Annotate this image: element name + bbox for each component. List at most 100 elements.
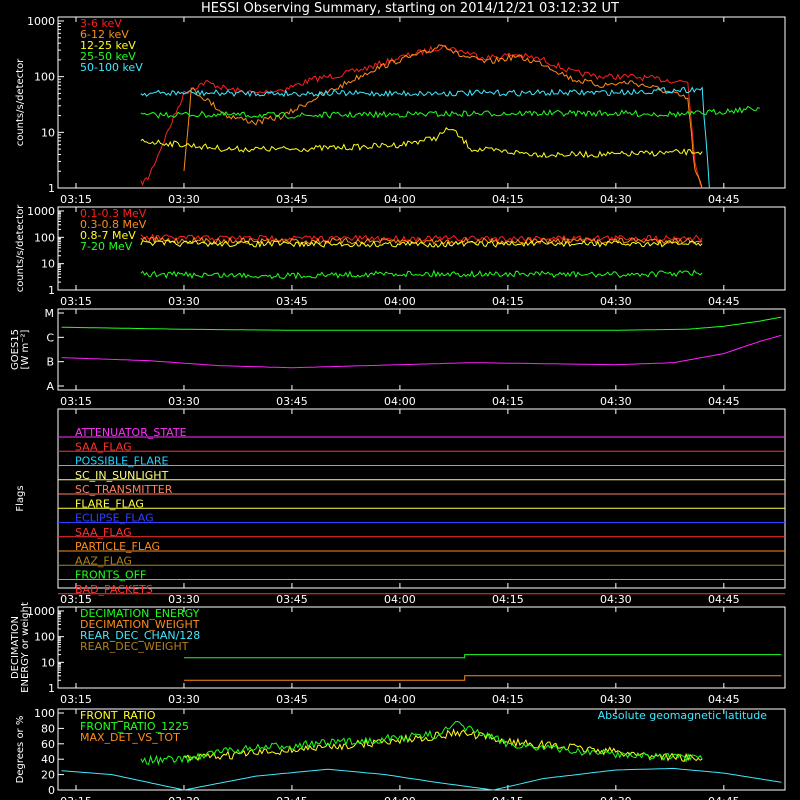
x-tick-label: 04:15 — [492, 193, 524, 206]
series-line-highenergy-2 — [140, 239, 703, 248]
series-line-lowenergy-0 — [140, 44, 703, 189]
flag-label: SAA_FLAG — [75, 440, 132, 453]
panel-goes: 03:15 03:30 03:45 04:00 04:15 04:30 04:45 GOES1… — [10, 307, 786, 408]
x-tick-label: 03:30 — [168, 395, 200, 408]
flag-label: SAA_FLAG — [75, 526, 132, 539]
x-tick-label: 04:00 — [384, 295, 416, 308]
x-tick-label: 03:15 — [60, 593, 92, 606]
legend-entry: 12-25 keV — [80, 39, 136, 52]
x-tick-label: 04:15 — [492, 395, 524, 408]
y-tick-label: 40 — [41, 753, 55, 766]
x-tick-label: 03:30 — [168, 593, 200, 606]
x-tick-label: 04:00 — [384, 193, 416, 206]
flag-label: ATTENUATOR_STATE — [75, 426, 187, 439]
y-tick-label: 20 — [41, 769, 55, 782]
y-axis-label: Degrees or % — [15, 716, 26, 784]
x-tick-label: 04:30 — [600, 693, 632, 706]
x-tick-label: 04:45 — [708, 693, 740, 706]
y-axis-label: GOES15 — [10, 329, 21, 370]
legend-entry: MAX_DET_VS_TOT — [80, 731, 180, 744]
y-axis-label: counts/s/detector — [15, 58, 26, 146]
y-axis-label-2: [W m⁻²] — [20, 329, 31, 369]
y-tick-label: 1 — [48, 284, 55, 297]
y-tick-label: 100 — [34, 231, 55, 244]
flag-label: SC_TRANSMITTER — [75, 483, 173, 496]
y-tick-label: B — [46, 356, 54, 369]
panel-ratio: 03:15 03:30 03:45 04:00 04:15 04:30 04:45 Degre… — [15, 707, 786, 800]
x-tick-label: 03:15 — [60, 295, 92, 308]
panel-frame-highenergy — [57, 206, 786, 291]
flag-label: PARTICLE_FLAG — [75, 540, 160, 553]
x-tick-label: 03:45 — [276, 193, 308, 206]
y-axis-label: Flags — [15, 485, 26, 511]
panel-frame-goes — [57, 308, 786, 391]
legend-entry: FRONT_RATIO_1225 — [80, 720, 189, 733]
legend-entry: 6-12 keV — [80, 28, 129, 41]
panel-lowenergy: 03:15 03:30 03:45 04:00 04:15 04:30 04:45 count… — [15, 15, 786, 206]
x-tick-label: 03:15 — [60, 693, 92, 706]
legend-entry: 0.1-0.3 MeV — [80, 207, 147, 220]
x-tick-label: 04:00 — [384, 593, 416, 606]
x-tick-label: 04:45 — [708, 795, 740, 800]
flag-label: FLARE_FLAG — [75, 497, 144, 510]
y-tick-label: 1 — [48, 682, 55, 695]
series-line-ratio-1 — [140, 720, 703, 766]
legend-entry: 0.3-0.8 MeV — [80, 218, 147, 231]
x-tick-label: 04:00 — [384, 795, 416, 800]
x-tick-label: 04:00 — [384, 395, 416, 408]
panel-frame-flags — [57, 408, 786, 589]
panel-frame-lowenergy — [57, 16, 786, 189]
series-line-decimation-0 — [184, 654, 782, 659]
x-tick-label: 04:15 — [492, 593, 524, 606]
series-line-ratio-0 — [183, 728, 703, 763]
x-tick-label: 03:15 — [60, 193, 92, 206]
x-tick-label: 03:45 — [276, 693, 308, 706]
series-line-lowenergy-4 — [140, 86, 710, 189]
flag-label: FRONTS_OFF — [75, 569, 146, 582]
x-tick-label: 03:30 — [168, 295, 200, 308]
y-axis-label: counts/s/detector — [15, 204, 26, 292]
y-tick-label: 10 — [41, 126, 55, 139]
y-tick-label: 100 — [34, 707, 55, 720]
y-tick-label: 10 — [41, 258, 55, 271]
legend-entry: 25-50 keV — [80, 50, 136, 63]
x-tick-label: 04:30 — [600, 593, 632, 606]
x-tick-label: 03:45 — [276, 593, 308, 606]
panel-flags: 03:15 03:30 03:45 04:00 04:15 04:30 04:45 Flags… — [15, 408, 786, 606]
x-tick-label: 03:30 — [168, 693, 200, 706]
series-line-goes-1 — [61, 334, 782, 369]
y-axis-label: DECIMATION — [10, 616, 21, 679]
series-line-decimation-1 — [184, 675, 782, 681]
legend-entry: DECIMATION_ENERGY — [80, 607, 200, 620]
x-tick-label: 04:45 — [708, 395, 740, 408]
x-tick-label: 04:30 — [600, 795, 632, 800]
x-tick-label: 04:30 — [600, 295, 632, 308]
series-line-goes-0 — [61, 316, 782, 331]
legend-entry: REAR_DEC_CHAN/128 — [80, 629, 200, 642]
flag-label: POSSIBLE_FLARE — [75, 455, 169, 468]
x-tick-label: 04:15 — [492, 693, 524, 706]
panel-highenergy: 03:15 03:30 03:45 04:00 04:15 04:30 04:45 count… — [15, 204, 786, 308]
figure-title: HESSI Observing Summary, starting on 201… — [201, 1, 619, 16]
x-tick-label: 04:30 — [600, 193, 632, 206]
legend-entry: FRONT_RATIO — [80, 709, 156, 722]
panel-decimation: 03:15 03:30 03:45 04:00 04:15 04:30 04:45 DECIM… — [10, 602, 786, 706]
legend-entry: DECIMATION_WEIGHT — [80, 618, 200, 631]
y-tick-label: 0 — [48, 784, 55, 797]
series-line-highenergy-1 — [140, 236, 703, 245]
x-tick-label: 03:30 — [168, 795, 200, 800]
y-tick-label: 80 — [41, 722, 55, 735]
y-tick-label: 1000 — [27, 205, 55, 218]
x-tick-label: 04:15 — [492, 295, 524, 308]
x-tick-label: 03:15 — [60, 395, 92, 408]
panel-frame-decimation — [57, 606, 786, 689]
flag-label: ECLIPSE_FLAG — [75, 512, 154, 525]
flag-label: AAZ_FLAG — [75, 554, 132, 567]
series-line-lowenergy-2 — [140, 126, 703, 159]
y-tick-label: 60 — [41, 738, 55, 751]
x-tick-label: 04:45 — [708, 593, 740, 606]
x-tick-label: 03:45 — [276, 395, 308, 408]
legend-entry: 7-20 MeV — [80, 240, 133, 253]
x-tick-label: 04:15 — [492, 795, 524, 800]
